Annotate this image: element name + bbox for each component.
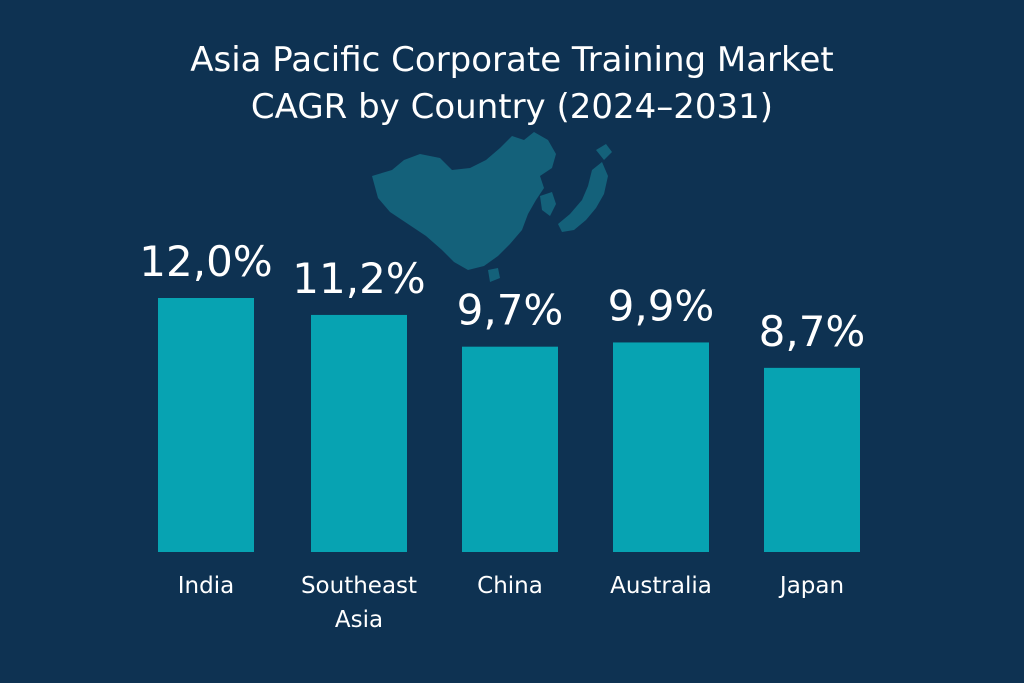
category-label: India bbox=[178, 573, 234, 599]
bars-group bbox=[158, 298, 860, 552]
bar-japan bbox=[764, 367, 860, 552]
category-label: Southeast Asia bbox=[301, 573, 417, 633]
chart-subtitle: CAGR by Country (2024–2031) bbox=[251, 87, 773, 127]
value-label: 9,9% bbox=[608, 281, 715, 330]
bar-australia bbox=[613, 342, 709, 552]
value-label: 11,2% bbox=[292, 254, 425, 303]
category-label: Japan bbox=[778, 573, 844, 599]
bar-india bbox=[158, 298, 254, 552]
value-label: 12,0% bbox=[139, 237, 272, 286]
east-asia-map-icon bbox=[372, 132, 612, 282]
bar-southeast-asia bbox=[311, 314, 407, 552]
value-labels-group: 12,0% 11,2% 9,7% 9,9% 8,7% bbox=[139, 237, 865, 356]
category-label: Australia bbox=[610, 573, 712, 599]
category-labels-group: India Southeast Asia China Australia Japan bbox=[178, 573, 844, 633]
value-label: 8,7% bbox=[759, 307, 866, 356]
category-label: China bbox=[477, 573, 543, 599]
value-label: 9,7% bbox=[457, 286, 564, 335]
bar-china bbox=[462, 346, 558, 552]
chart-title: Asia Pacific Corporate Training Market bbox=[190, 40, 834, 80]
